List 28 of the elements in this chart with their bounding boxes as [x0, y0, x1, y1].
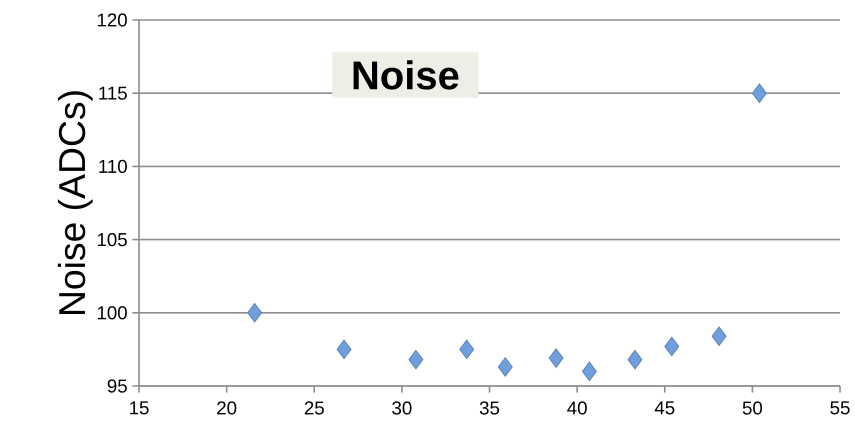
- x-tick-label: 35: [480, 401, 500, 415]
- point: [582, 362, 597, 382]
- x-tick-label: 15: [130, 401, 149, 414]
- point: [247, 303, 262, 323]
- y-tick-label: 95: [108, 379, 127, 393]
- point: [459, 340, 474, 360]
- point: [498, 357, 513, 377]
- x-tick-label: 20: [217, 401, 236, 415]
- point: [712, 326, 726, 346]
- point: [752, 83, 767, 103]
- x-tick-label: 45: [654, 401, 674, 414]
- point: [664, 336, 680, 356]
- x-tick-label: 55: [830, 401, 850, 414]
- x-tick-label: 30: [392, 401, 412, 415]
- y-tick-label: 100: [98, 306, 127, 320]
- y-tick-label: 110: [99, 160, 127, 174]
- point: [408, 350, 424, 370]
- y-tick-label: 115: [99, 86, 127, 100]
- point: [628, 350, 642, 370]
- y-tick-label: 105: [98, 232, 127, 246]
- y-tick-label: 120: [98, 13, 127, 27]
- point: [336, 340, 352, 360]
- y-axis-title: Noise (ADCs): [58, 91, 93, 314]
- x-tick-label: 50: [742, 401, 762, 415]
- x-tick-label: 25: [304, 401, 324, 415]
- text: Noise: [354, 60, 458, 90]
- point: [548, 348, 564, 368]
- x-tick-label: 40: [567, 401, 587, 415]
